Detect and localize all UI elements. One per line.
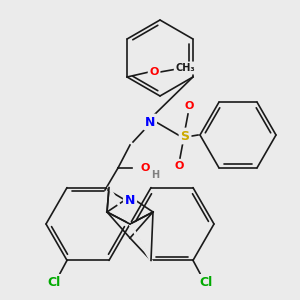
Text: O: O bbox=[149, 67, 159, 77]
Text: Cl: Cl bbox=[47, 276, 61, 289]
Text: O: O bbox=[174, 161, 184, 171]
Text: N: N bbox=[145, 116, 155, 128]
Text: CH₃: CH₃ bbox=[175, 63, 195, 73]
Text: H: H bbox=[151, 170, 159, 180]
Text: O: O bbox=[184, 101, 194, 111]
Text: Cl: Cl bbox=[200, 276, 213, 289]
Text: O: O bbox=[140, 163, 150, 173]
Text: N: N bbox=[125, 194, 135, 206]
Text: S: S bbox=[181, 130, 190, 142]
